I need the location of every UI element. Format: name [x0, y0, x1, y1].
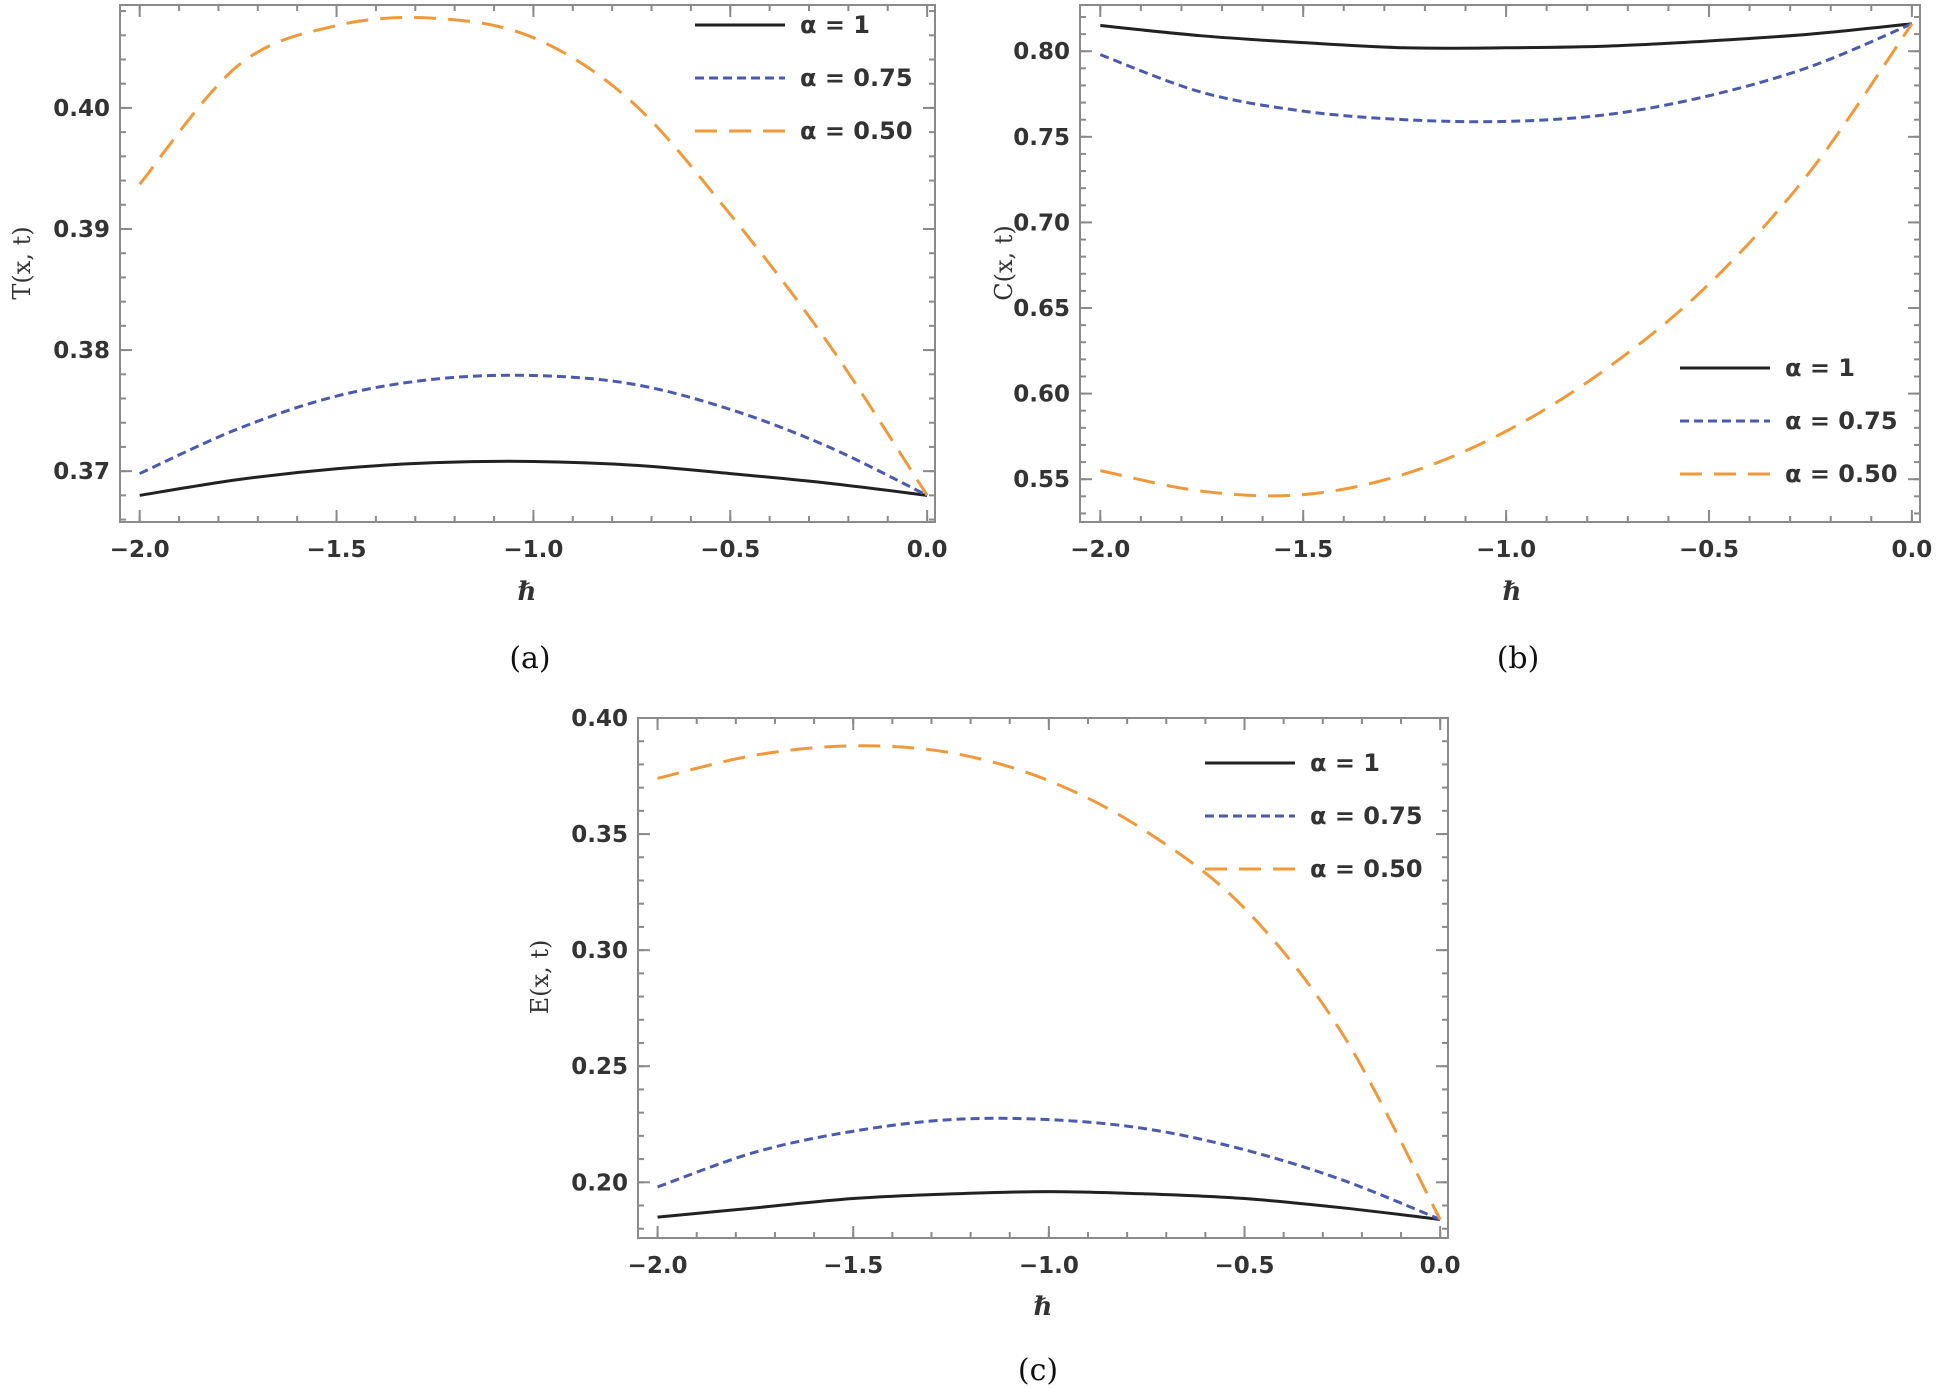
panel-c-xtick-label: −1.0	[1019, 1253, 1079, 1279]
panel-b-legend: α = 1 α = 0.75 α = 0.50	[1680, 354, 1898, 488]
legend-label: α = 0.75	[1785, 407, 1898, 435]
panel-a-xtick-label: −1.0	[503, 537, 563, 563]
panel-c-xtick-label: −2.0	[628, 1253, 688, 1279]
panel-c: −2.0 −1.5 −1.0 −0.5 0.0 0.20 0.25 0.30 0.35 0.40 α…	[526, 706, 1461, 1388]
panel-c-ytick-label: 0.30	[571, 938, 628, 964]
panel-b-ytick-label: 0.70	[1013, 210, 1070, 236]
panel-a-ylabel: T(x, t)	[8, 226, 36, 299]
panel-c-ytick-label: 0.20	[571, 1170, 628, 1196]
legend-label: α = 1	[1785, 354, 1855, 382]
panel-a-series-line	[138, 16, 929, 497]
panel-b-ytick-label: 0.75	[1013, 125, 1070, 151]
panel-b-series-line	[1100, 22, 1913, 50]
panel-a-legend: α = 1 α = 0.75 α = 0.50	[695, 11, 913, 145]
panel-b-xtick-label: −2.0	[1070, 537, 1130, 563]
legend-label: α = 0.50	[800, 117, 913, 145]
panel-a-xtick-label: −0.5	[700, 537, 760, 563]
panel-a-ytick-label: 0.39	[53, 217, 110, 243]
legend-label: α = 1	[1310, 749, 1380, 777]
panel-a-frame	[119, 4, 936, 523]
panel-b-ytick-label: 0.60	[1013, 382, 1070, 408]
panel-a-xlabel: ℏ	[518, 577, 537, 607]
panel-a-ytick-label: 0.40	[53, 96, 110, 122]
panel-c-ytick-label: 0.25	[571, 1054, 628, 1080]
panel-b-ylabel: C(x, t)	[990, 225, 1018, 301]
panel-a-xtick-label: −2.0	[110, 537, 170, 563]
panel-a-ytick-label: 0.38	[53, 338, 110, 364]
panel-c-ytick-label: 0.40	[571, 706, 628, 732]
panel-b: −2.0 −1.5 −1.0 −0.5 0.0 0.55 0.60 0.65 0.70 0.75 0…	[990, 4, 1933, 676]
legend-label: α = 0.75	[800, 64, 913, 92]
panel-b-xlabel: ℏ	[1503, 577, 1522, 607]
panel-c-series-line	[657, 744, 1442, 1221]
panel-a-series-line	[139, 459, 928, 497]
panel-c-series-line	[657, 1190, 1441, 1221]
panel-b-xtick-label: −1.0	[1476, 537, 1536, 563]
legend-label: α = 0.75	[1310, 802, 1423, 830]
panel-c-ytick-label: 0.35	[571, 822, 628, 848]
panel-c-xtick-label: 0.0	[1420, 1253, 1461, 1279]
panel-a-xtick-label: −1.5	[307, 537, 367, 563]
panel-a-series-line	[139, 373, 928, 497]
legend-label: α = 1	[800, 11, 870, 39]
panel-b-xtick-label: −1.5	[1273, 537, 1333, 563]
panel-a-xtick-label: 0.0	[907, 537, 948, 563]
panel-b-frame	[1079, 4, 1921, 523]
panel-b-ytick-label: 0.55	[1013, 467, 1070, 493]
panel-b-xtick-label: −0.5	[1679, 537, 1739, 563]
panel-c-xlabel: ℏ	[1034, 1292, 1053, 1322]
panel-b-ytick-label: 0.65	[1013, 296, 1070, 322]
panel-c-series-line	[657, 1116, 1441, 1221]
panel-a: −2.0 −1.5 −1.0 −0.5 0.0 0.37 0.38 0.39 0.40 α = 1…	[8, 4, 948, 676]
panel-b-ytick-label: 0.80	[1013, 39, 1070, 65]
panel-b-series-line	[1099, 22, 1913, 124]
panel-a-ytick-label: 0.37	[53, 459, 110, 485]
panel-b-xtick-label: 0.0	[1892, 537, 1933, 563]
legend-label: α = 0.50	[1785, 460, 1898, 488]
panel-c-caption: (c)	[1018, 1353, 1058, 1388]
legend-label: α = 0.50	[1310, 855, 1423, 883]
panel-b-series-line	[1099, 22, 1914, 498]
panel-c-frame	[637, 717, 1449, 1239]
panel-a-caption: (a)	[509, 641, 550, 676]
panel-c-xtick-label: −0.5	[1215, 1253, 1275, 1279]
panel-c-legend: α = 1 α = 0.75 α = 0.50	[1205, 749, 1423, 883]
panel-c-xtick-label: −1.5	[823, 1253, 883, 1279]
panel-b-caption: (b)	[1497, 641, 1540, 676]
panel-c-ylabel: E(x, t)	[526, 940, 554, 1015]
